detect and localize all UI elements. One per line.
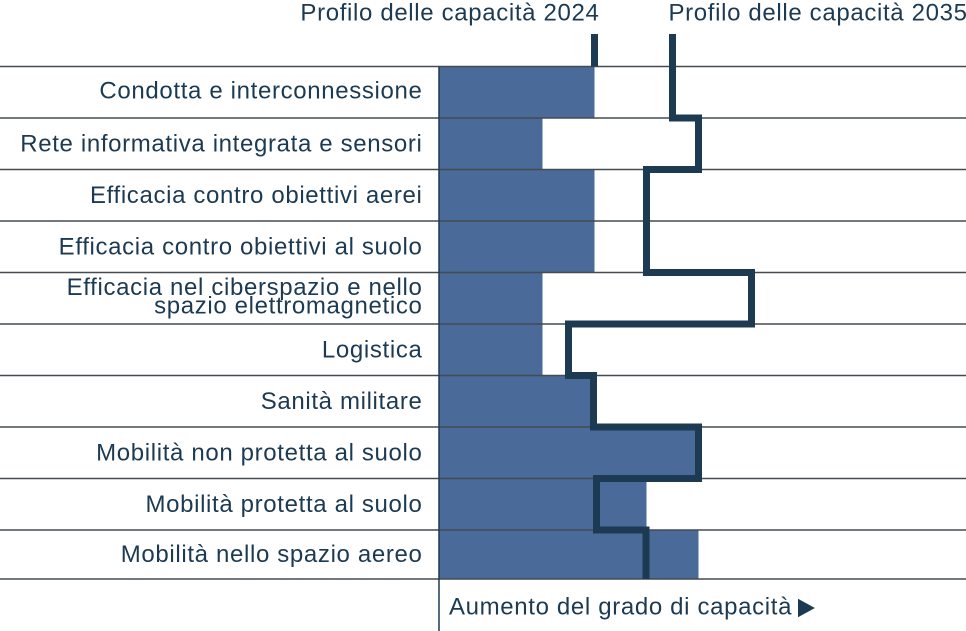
svg-text:Rete informativa integrata e s: Rete informativa integrata e sensori [20, 131, 422, 158]
svg-text:Aumento del grado di capacità: Aumento del grado di capacità [449, 594, 792, 621]
svg-text:Mobilità non protetta al suolo: Mobilità non protetta al suolo [96, 440, 422, 467]
svg-text:Condotta e interconnessione: Condotta e interconnessione [99, 78, 422, 105]
svg-text:Sanità militare: Sanità militare [261, 388, 423, 415]
svg-text:Efficacia contro obiettivi aer: Efficacia contro obiettivi aerei [90, 182, 423, 209]
svg-text:Profilo delle capacità 2024: Profilo delle capacità 2024 [300, 0, 599, 27]
svg-text:Efficacia contro obiettivi al: Efficacia contro obiettivi al suolo [59, 234, 423, 261]
svg-text:Efficacia nel ciberspazio e ne: Efficacia nel ciberspazio e nello [67, 274, 423, 301]
svg-text:Mobilità nello spazio aereo: Mobilità nello spazio aereo [121, 541, 423, 568]
svg-text:Mobilità protetta al suolo: Mobilità protetta al suolo [145, 491, 422, 518]
svg-text:spazio elettromagnetico: spazio elettromagnetico [154, 293, 422, 320]
svg-text:Logistica: Logistica [322, 337, 423, 364]
svg-text:Profilo delle capacità 2035: Profilo delle capacità 2035 [669, 0, 966, 27]
